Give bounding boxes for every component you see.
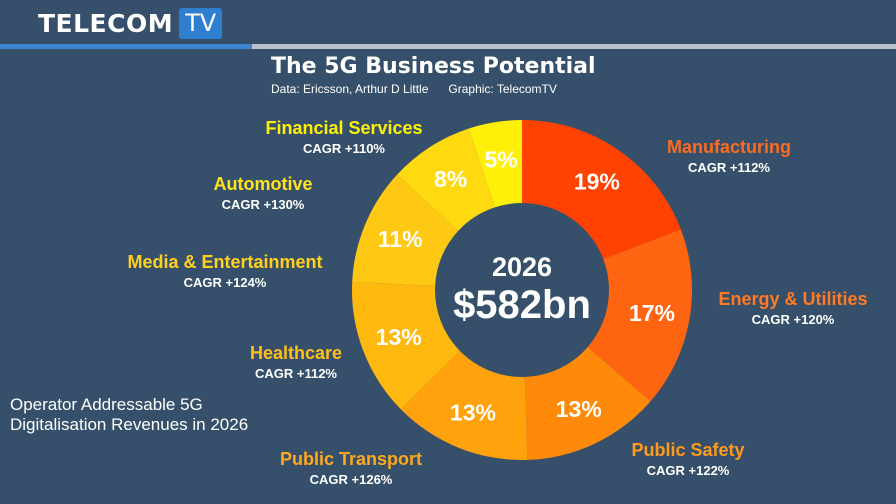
chart-caption: Operator Addressable 5G Digitalisation R…: [10, 395, 249, 434]
slice-percent-label: 11%: [378, 226, 423, 252]
segment-name-label: Financial Services: [265, 118, 422, 138]
donut-slice: [587, 229, 692, 402]
slice-percent-label: 17%: [629, 300, 675, 326]
segment-cagr-label: CAGR +112%: [255, 366, 337, 381]
header-divider-accent: [0, 44, 252, 49]
segment-cagr-label: CAGR +130%: [222, 197, 305, 212]
chart-subtitle: Data: Ericsson, Arthur D Little Graphic:…: [271, 82, 557, 96]
donut-slice: [352, 281, 460, 410]
segment-cagr-label: CAGR +110%: [303, 141, 385, 156]
donut-slice: [522, 120, 681, 259]
center-year: 2026: [492, 252, 552, 282]
center-total-value: $582bn: [453, 283, 591, 327]
segment-name-label: Energy & Utilities: [718, 289, 867, 309]
slice-percent-label: 13%: [376, 324, 422, 350]
telecomtv-logo: TELECOM TV: [38, 8, 223, 39]
donut-slice: [397, 128, 495, 231]
donut-slice: [400, 351, 528, 460]
slice-percent-label: 8%: [434, 166, 467, 192]
donut-slice: [352, 174, 459, 286]
segment-cagr-label: CAGR +124%: [184, 275, 267, 290]
donut-slice: [468, 120, 522, 208]
header-divider: [252, 44, 896, 49]
segment-name-label: Public Transport: [280, 449, 422, 469]
slice-percent-label: 13%: [450, 400, 496, 426]
segment-cagr-label: CAGR +120%: [752, 312, 835, 327]
segment-name-label: Automotive: [214, 174, 313, 194]
segment-name-label: Media & Entertainment: [127, 252, 322, 272]
logo-wordmark: TELECOM: [38, 9, 174, 38]
segment-name-label: Healthcare: [250, 343, 342, 363]
donut-slice: [524, 346, 651, 460]
segment-cagr-label: CAGR +122%: [647, 463, 730, 478]
logo-tv-badge: TV: [179, 8, 223, 39]
segment-cagr-label: CAGR +126%: [310, 472, 393, 487]
slice-percent-label: 19%: [574, 168, 620, 194]
segment-name-label: Manufacturing: [667, 137, 791, 157]
chart-title: The 5G Business Potential: [271, 54, 596, 79]
segment-cagr-label: CAGR +112%: [688, 160, 770, 175]
segment-name-label: Public Safety: [631, 440, 744, 460]
slice-percent-label: 5%: [485, 147, 518, 173]
slice-percent-label: 13%: [556, 396, 602, 422]
